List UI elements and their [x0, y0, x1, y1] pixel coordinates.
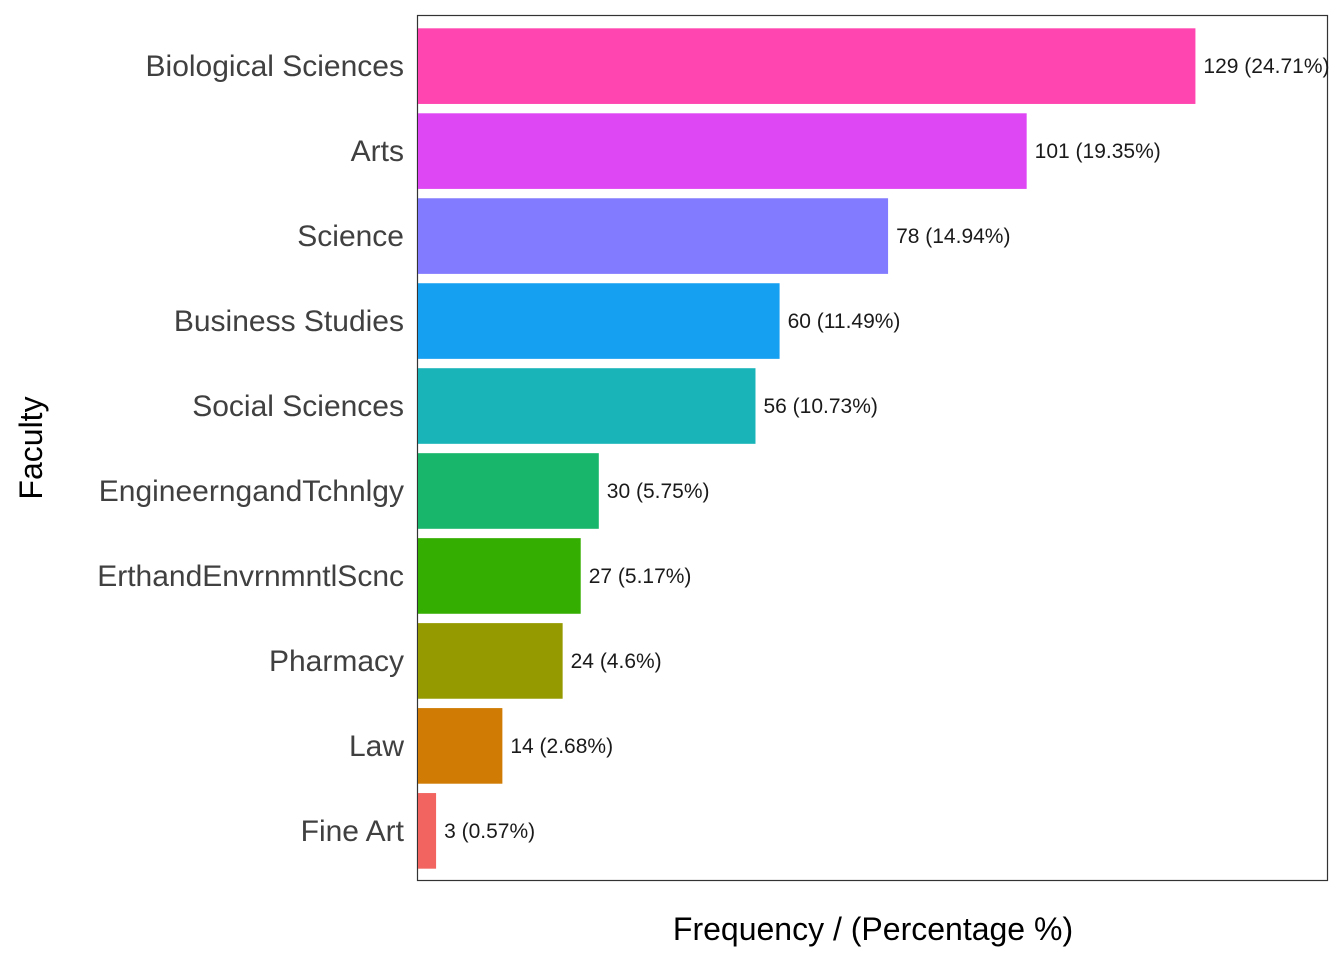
category-label: ErthandEnvrnmntlScnc — [97, 560, 404, 593]
bar-social-sciences — [418, 368, 756, 444]
value-label: 24 (4.6%) — [571, 650, 662, 673]
x-axis-title: Frequency / (Percentage %) — [673, 911, 1073, 947]
bars-group — [418, 28, 1196, 869]
y-axis-title: Faculty — [13, 396, 49, 499]
bar-fine-art — [418, 793, 437, 869]
bar-pharmacy — [418, 623, 563, 699]
value-label: 60 (11.49%) — [788, 310, 901, 333]
value-label: 14 (2.68%) — [510, 735, 613, 758]
bar-science — [418, 198, 889, 274]
bar-law — [418, 708, 503, 784]
value-label: 30 (5.75%) — [607, 480, 710, 503]
category-labels-group: Biological Sciences Arts Science Business S… — [97, 50, 404, 848]
value-label: 3 (0.57%) — [444, 820, 535, 843]
category-label: Arts — [351, 135, 404, 168]
value-label: 78 (14.94%) — [896, 225, 1010, 248]
category-label: Business Studies — [174, 305, 404, 338]
category-label: Pharmacy — [269, 645, 404, 678]
bar-biological-sciences — [418, 28, 1196, 104]
bar-business-studies — [418, 283, 780, 359]
category-label: Science — [297, 220, 404, 253]
plot-panel-border — [416, 14, 1329, 882]
value-label: 101 (19.35%) — [1035, 140, 1161, 163]
category-label: Fine Art — [301, 815, 405, 848]
value-label: 27 (5.17%) — [589, 565, 692, 588]
value-label: 56 (10.73%) — [763, 395, 877, 418]
category-label: EngineerngandTchnlgy — [99, 475, 404, 508]
bar-erthandenvrnmntlscnc — [418, 538, 581, 614]
bar-arts — [418, 113, 1027, 189]
bar-engineerngandtchnlgy — [418, 453, 599, 529]
value-label: 129 (24.71%) — [1203, 55, 1329, 78]
value-labels-group: 129 (24.71%) 101 (19.35%) 78 (14.94%) 60 (1… — [444, 55, 1329, 843]
category-label: Law — [349, 730, 404, 763]
category-label: Social Sciences — [192, 390, 404, 423]
category-label: Biological Sciences — [146, 50, 404, 83]
